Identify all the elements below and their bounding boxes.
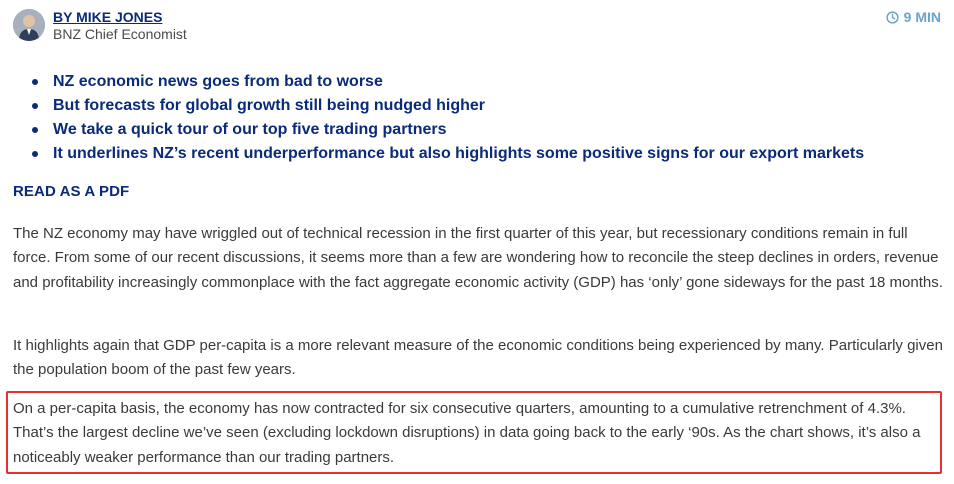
author-name-link[interactable]: BY MIKE JONES xyxy=(53,9,163,25)
highlight-item: It underlines NZ’s recent underperforman… xyxy=(32,142,864,166)
author-block: BY MIKE JONES BNZ Chief Economist xyxy=(13,9,187,43)
highlight-item: NZ economic news goes from bad to worse xyxy=(32,70,864,94)
author-role: BNZ Chief Economist xyxy=(53,26,187,42)
author-avatar[interactable] xyxy=(13,9,45,41)
highlight-item: We take a quick tour of our top five tra… xyxy=(32,118,864,142)
article-paragraph: The NZ economy may have wriggled out of … xyxy=(13,225,943,291)
article-paragraph: It highlights again that GDP per-capita … xyxy=(13,337,943,379)
highlights-list: NZ economic news goes from bad to worse … xyxy=(32,70,864,166)
read-as-pdf-link[interactable]: READ AS A PDF xyxy=(13,183,130,200)
highlight-item: But forecasts for global growth still be… xyxy=(32,94,864,118)
person-icon xyxy=(13,9,45,41)
article-paragraph-highlighted: On a per-capita basis, the economy has n… xyxy=(13,400,921,466)
read-time-label: 9 MIN xyxy=(903,9,941,25)
clock-icon xyxy=(886,10,899,24)
read-time: 9 MIN xyxy=(886,9,941,25)
